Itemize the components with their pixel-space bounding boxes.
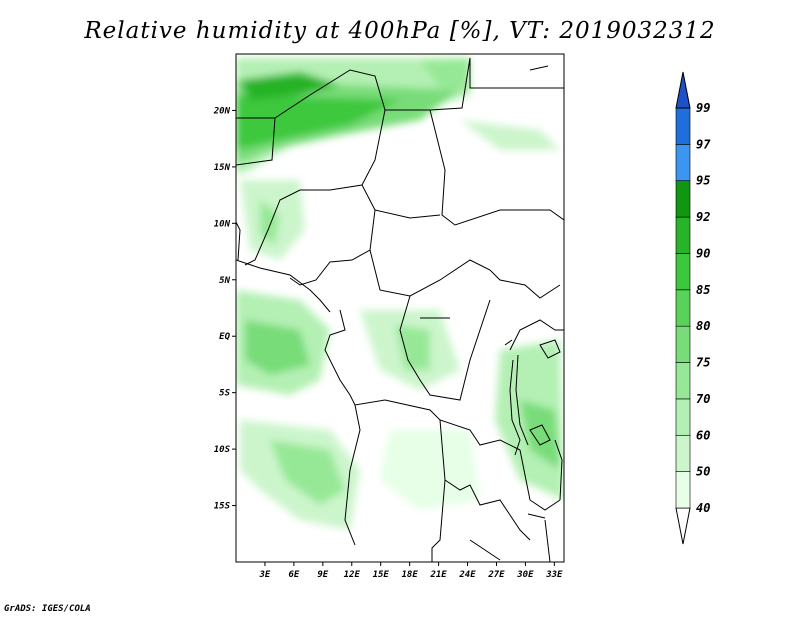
colorbar-label: 70	[696, 392, 710, 406]
plot-frame	[235, 53, 565, 563]
colorbar-label: 50	[696, 465, 710, 479]
colorbar-label: 95	[696, 174, 710, 188]
y-axis-ticks: 20N 15N 10N 5N EQ 5S 10S 15S	[213, 106, 236, 512]
colorbar-low-arrow	[675, 507, 691, 545]
y-tick-label: 20N	[213, 106, 231, 116]
footer-credit: GrADS: IGES/COLA	[4, 604, 91, 614]
colorbar-segment	[675, 289, 691, 327]
x-tick-label: 21E	[429, 570, 447, 580]
colorbar-segment	[675, 471, 691, 509]
colorbar-segment	[675, 253, 691, 291]
x-tick-label: 3E	[259, 570, 271, 580]
colorbar-label: 90	[696, 246, 710, 260]
y-tick-label: 5S	[219, 389, 230, 399]
humidity-field	[236, 57, 564, 562]
x-axis-ticks: 3E 6E 9E 12E 15E 18E 21E 24E 27E 30E 33E	[259, 562, 563, 580]
x-tick-label: 30E	[516, 570, 534, 580]
x-tick-label: 15E	[373, 570, 390, 580]
y-tick-label: 15S	[214, 502, 231, 512]
colorbar-label: 85	[696, 283, 710, 297]
x-tick-label: 9E	[317, 570, 328, 580]
colorbar-segment	[675, 325, 691, 363]
colorbar-label: 75	[696, 356, 710, 370]
colorbar-segment	[675, 180, 691, 218]
colorbar-label: 97	[696, 137, 711, 151]
x-tick-label: 6E	[288, 570, 299, 580]
colorbar-high-arrow	[675, 71, 691, 109]
chart-title: Relative humidity at 400hPa [%], VT: 201…	[84, 18, 716, 44]
colorbar-segment	[675, 398, 691, 436]
colorbar-segment	[675, 362, 691, 400]
x-tick-label: 24E	[458, 570, 476, 580]
x-tick-label: 12E	[344, 570, 361, 580]
colorbar-label: 40	[696, 501, 710, 515]
colorbar-segment	[675, 144, 691, 182]
colorbar-label: 60	[696, 428, 710, 442]
y-tick-label: 10N	[214, 219, 231, 229]
colorbar-segment	[675, 434, 691, 472]
x-tick-label: 18E	[402, 570, 419, 580]
colorbar-label: 92	[696, 210, 710, 224]
coastlines-lakes	[236, 65, 563, 519]
x-tick-label: 33E	[545, 570, 563, 580]
colorbar-label: 80	[696, 319, 710, 333]
y-tick-label: 10S	[214, 445, 231, 455]
colorbar: 40 50 60 70 75 80 85 90 92 95 97 99	[675, 71, 711, 545]
y-tick-label: EQ	[219, 332, 230, 342]
colorbar-segment	[675, 216, 691, 254]
x-tick-label: 27E	[487, 570, 505, 580]
y-tick-label: 5N	[219, 276, 230, 286]
y-tick-label: 15N	[214, 163, 231, 173]
country-borders	[236, 57, 564, 562]
colorbar-segment	[675, 107, 691, 145]
colorbar-label: 99	[696, 101, 710, 115]
